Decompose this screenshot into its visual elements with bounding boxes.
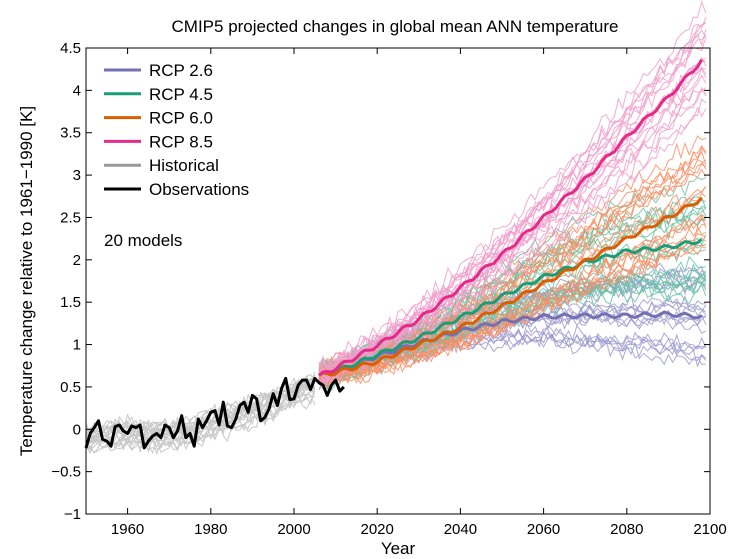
x-tick-label: 2100 [693,521,726,538]
historical-ensemble-line [85,387,315,448]
y-tick-label: 4.5 [60,40,81,57]
y-tick-label: 2 [73,252,81,269]
x-axis-label: Year [381,539,416,558]
y-tick-label: 1 [73,337,81,354]
y-tick-label: 3.5 [60,125,81,142]
y-tick-label: 4 [73,82,81,99]
legend-label: Historical [149,156,219,175]
series-mean-line [318,310,703,377]
x-axis-ticks: 1960 1980 2000 2020 2040 2060 2080 2100 [111,48,727,538]
ensemble-member-line [318,245,706,378]
series-mean-line [318,196,703,377]
y-tick-label: −1 [64,506,81,523]
x-tick-label: 1980 [194,521,227,538]
y-tick-label: 0.5 [60,379,81,396]
y-tick-label: 1.5 [60,294,81,311]
y-tick-label: 2.5 [60,209,81,226]
y-tick-label: 3 [73,167,81,184]
observations-line [84,376,345,450]
historical-ensemble-line [85,389,316,455]
series-mean-line [318,58,703,377]
y-tick-label: −0.5 [51,464,81,481]
x-tick-label: 1960 [111,521,144,538]
chart-title: CMIP5 projected changes in global mean A… [172,17,619,36]
y-axis-label: Temperature change relative to 1961−1990… [17,106,36,456]
x-tick-label: 2060 [527,521,560,538]
x-tick-label: 2020 [361,521,394,538]
y-tick-label: 0 [73,421,81,438]
model-count-annotation: 20 models [104,231,182,250]
ensemble-member-line [318,217,706,387]
ensemble-member-line [318,213,707,389]
ensemble-member-line [318,37,707,374]
legend-label: RCP 2.6 [149,61,213,80]
x-tick-label: 2000 [277,521,310,538]
scenario-means [84,58,703,450]
y-axis-ticks: −1 −0.5 0 0.5 1 1.5 2 2.5 3 3.5 4 4.5 [51,40,710,523]
legend-label: RCP 6.0 [149,109,213,128]
x-tick-label: 2080 [610,521,643,538]
legend-label: RCP 8.5 [149,132,213,151]
legend-label: RCP 4.5 [149,85,213,104]
legend-label: Observations [149,180,249,199]
ensemble-member-line [318,21,707,383]
ensemble-member-line [318,0,707,368]
ensemble-member-line [318,56,707,377]
series-mean-line [318,238,703,377]
ensemble-member-line [318,106,707,392]
ensemble-member-line [318,213,707,381]
x-tick-label: 2040 [444,521,477,538]
legend: RCP 2.6 RCP 4.5 RCP 6.0 RCP 8.5 Historical Ob… [104,61,249,199]
plot-frame [85,47,711,515]
